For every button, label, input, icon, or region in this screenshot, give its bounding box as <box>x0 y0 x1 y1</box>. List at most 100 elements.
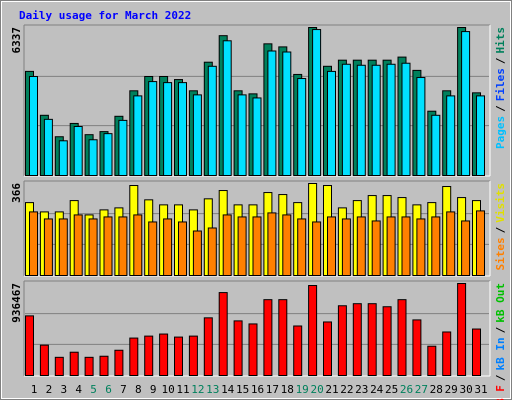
legend-entry: kB F <box>494 385 507 400</box>
x-tick-label: 10 <box>161 383 174 396</box>
legend-separator: / <box>494 326 507 333</box>
x-tick-label: 13 <box>206 383 219 396</box>
bar <box>43 118 53 176</box>
bar <box>252 97 262 176</box>
bar <box>114 349 124 377</box>
bar <box>73 214 83 276</box>
legend-separator: / <box>494 226 507 233</box>
x-tick-label: 23 <box>355 383 368 396</box>
legend-entry: kB Out <box>494 283 507 323</box>
bar <box>457 283 467 376</box>
bar <box>103 216 113 276</box>
bar <box>84 356 94 377</box>
bar <box>386 63 396 176</box>
bar <box>282 51 292 176</box>
legend: Sites / Visits <box>494 183 507 271</box>
bar <box>252 216 262 276</box>
bar <box>412 319 422 376</box>
bar <box>341 63 351 176</box>
bar <box>312 29 322 176</box>
bar <box>431 216 441 276</box>
legend-separator: / <box>494 57 507 64</box>
bar <box>207 227 217 277</box>
bar <box>148 81 158 176</box>
bar <box>476 210 485 276</box>
bar <box>367 303 377 376</box>
x-tick-label: 24 <box>370 383 384 396</box>
legend-entry: Pages <box>494 116 507 149</box>
bar <box>312 221 322 276</box>
x-tick-label: 20 <box>310 383 323 396</box>
chart-title: Daily usage for March 2022 <box>19 9 191 22</box>
bar <box>133 214 143 276</box>
x-tick-label: 5 <box>90 383 97 396</box>
bar <box>203 317 213 376</box>
legend-separator: / <box>494 374 507 381</box>
bar <box>476 95 485 176</box>
bar <box>427 345 437 376</box>
bar <box>371 220 381 276</box>
bar <box>341 218 351 277</box>
legend: kB F / kB In / kB Out <box>494 283 507 400</box>
bar <box>159 333 169 376</box>
bar <box>237 94 247 176</box>
bar <box>461 220 471 276</box>
bar <box>58 218 68 277</box>
bar <box>144 335 154 377</box>
bar <box>73 126 83 176</box>
bar <box>192 94 202 176</box>
x-tick-label: 17 <box>266 383 279 396</box>
bar <box>88 139 98 176</box>
bar <box>69 351 79 376</box>
x-tick-label: 26 <box>400 383 413 396</box>
bar <box>233 320 243 377</box>
x-tick-label: 28 <box>430 383 443 396</box>
x-tick-label: 2 <box>46 383 53 396</box>
bar <box>129 337 139 376</box>
bar <box>327 216 336 276</box>
bar <box>163 82 173 176</box>
bar <box>237 216 247 276</box>
bar <box>148 221 158 276</box>
bar <box>267 212 277 276</box>
y-tick-label: 366 <box>10 183 23 203</box>
bar <box>118 119 128 177</box>
bar <box>386 216 396 276</box>
x-tick-label: 30 <box>459 383 472 396</box>
bar <box>446 95 456 176</box>
bar <box>416 218 426 277</box>
bar <box>58 140 68 176</box>
bar <box>25 315 34 377</box>
bar <box>297 78 307 176</box>
bar <box>118 216 128 276</box>
x-tick-label: 21 <box>325 383 338 396</box>
bar <box>218 292 228 376</box>
bar <box>133 95 143 176</box>
bar <box>371 64 381 176</box>
x-tick-label: 1 <box>31 383 38 396</box>
bar <box>192 230 202 276</box>
bar <box>263 299 273 376</box>
legend: Pages / Files / Hits <box>494 27 507 149</box>
y-tick-label: 936467 <box>10 283 23 323</box>
bar <box>308 285 318 376</box>
legend-entry: Sites <box>494 237 507 270</box>
x-tick-label: 8 <box>135 383 142 396</box>
legend-entry: kB In <box>494 337 507 370</box>
bar <box>207 65 217 176</box>
x-tick-label: 6 <box>105 383 112 396</box>
legend-entry: Visits <box>494 183 507 223</box>
bar <box>29 75 38 176</box>
bar <box>178 221 187 276</box>
bar <box>39 344 49 376</box>
bar <box>297 218 307 277</box>
bar <box>88 218 98 277</box>
bar <box>382 306 392 376</box>
bar <box>397 299 407 376</box>
x-tick-label: 19 <box>296 383 309 396</box>
bar <box>352 303 362 376</box>
bar <box>472 328 481 377</box>
x-tick-label: 12 <box>191 383 204 396</box>
x-tick-label: 22 <box>340 383 353 396</box>
bar <box>401 62 411 177</box>
